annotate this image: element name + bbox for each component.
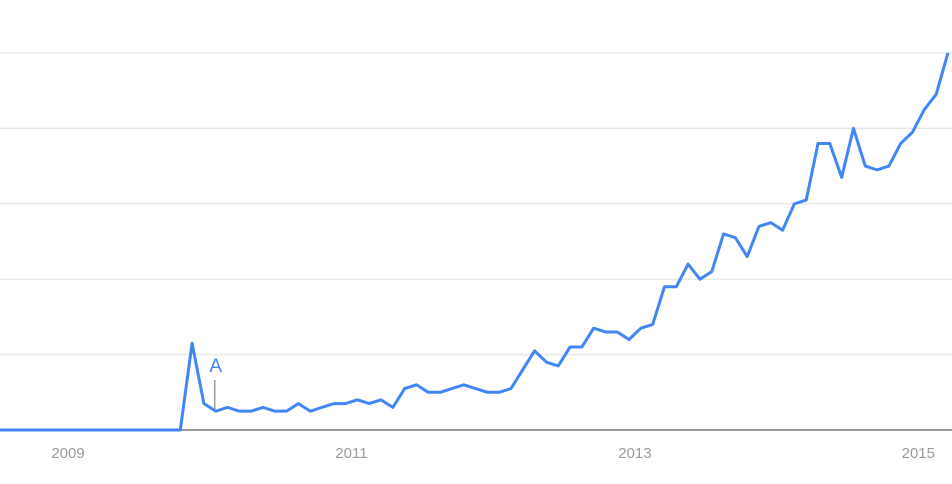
x-tick-label: 2009 [51, 445, 84, 462]
x-tick-label: 2015 [902, 445, 935, 462]
gridlines [0, 52, 952, 356]
x-tick-label: 2013 [618, 445, 651, 462]
series-line [0, 52, 950, 432]
annotations: A [209, 356, 222, 412]
x-tick-labels: 2009 2011 2013 2015 [51, 445, 935, 462]
x-tick-label: 2011 [335, 445, 367, 462]
annotation-label[interactable]: A [209, 356, 222, 377]
